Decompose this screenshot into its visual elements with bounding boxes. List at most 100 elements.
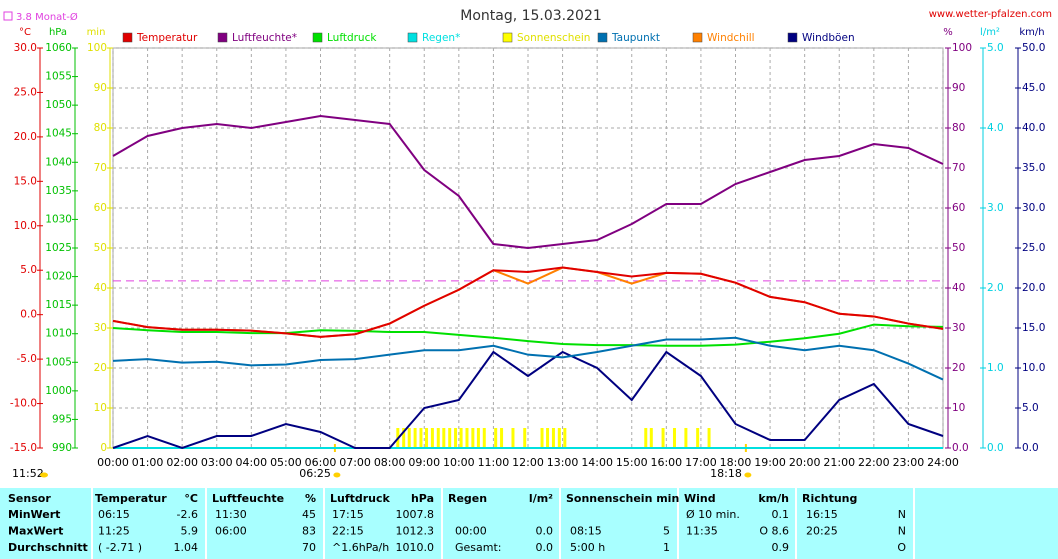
x-tick-label: 05:00 [270, 456, 302, 469]
sunshine-bar [425, 428, 429, 448]
table-cell: 17:15 [332, 508, 364, 521]
x-tick-label: 08:00 [374, 456, 406, 469]
table-header: Luftdruck [330, 492, 391, 505]
legend-swatch [407, 32, 418, 43]
table-cell: 5:00 h [570, 541, 605, 554]
y-tick-label: 1000 [45, 385, 72, 397]
y-tick-label: 20 [94, 362, 107, 374]
table-cell: 0.0 [536, 541, 554, 554]
table-cell: 11:35 [686, 525, 718, 538]
x-tick-label: 23:00 [893, 456, 925, 469]
y-tick-label: 60 [94, 202, 107, 214]
y-tick-label: 1.0 [987, 362, 1004, 374]
table-cell: 20:25 [806, 525, 838, 538]
table-cell: N [898, 525, 906, 538]
sunshine-bar [551, 428, 555, 448]
table-cell: 0.9 [772, 541, 790, 554]
legend-swatch [692, 32, 703, 43]
y-tick-label: 40 [94, 282, 107, 294]
legend-swatch [597, 32, 608, 43]
y-tick-label: 0 [100, 442, 107, 454]
y-tick-label: 80 [952, 122, 965, 134]
y-tick-label: 100 [87, 42, 107, 54]
sunshine-bar [540, 428, 544, 448]
x-tick-label: 10:00 [443, 456, 475, 469]
y-tick-label: 100 [952, 42, 972, 54]
y-tick-label: 35.0 [1022, 162, 1045, 174]
y-tick-label: 10.0 [1022, 362, 1045, 374]
table-cell: 83 [302, 525, 316, 538]
y-tick-label: 25.0 [1022, 242, 1045, 254]
y-tick-label: 1030 [45, 213, 72, 225]
table-header: km/h [758, 492, 789, 505]
sunshine-bar [500, 428, 504, 448]
series-line [112, 336, 944, 381]
y-tick-label: 5.0 [987, 42, 1004, 54]
y-tick-label: 10 [94, 402, 107, 414]
sunshine-bar [661, 428, 665, 448]
table-cell: 08:15 [570, 525, 602, 538]
x-tick-label: 24:00 [927, 456, 959, 469]
x-tick-label: 06:00 [305, 456, 337, 469]
axis-unit: % [943, 27, 953, 38]
x-tick-label: 18:00 [720, 456, 752, 469]
sunshine-bar [563, 428, 567, 448]
y-tick-label: 70 [94, 162, 107, 174]
x-tick-label: 07:00 [339, 456, 371, 469]
y-tick-label: 90 [952, 82, 965, 94]
x-tick-label: 11:00 [478, 456, 510, 469]
y-tick-label: 50 [94, 242, 107, 254]
sunshine-bar [546, 428, 550, 448]
legend-swatch [312, 32, 323, 43]
y-tick-label: 0.0 [20, 309, 37, 321]
y-tick-label: 40.0 [1022, 122, 1045, 134]
sun-icon [744, 472, 752, 478]
y-tick-label: 60 [952, 202, 965, 214]
solar-noon: 11:52 [12, 467, 44, 480]
x-tick-label: 04:00 [235, 456, 267, 469]
y-tick-label: 1025 [45, 242, 72, 254]
table-cell: 1010.0 [396, 541, 435, 554]
table-cell: 16:15 [806, 508, 838, 521]
sun-icon [40, 472, 48, 478]
axis-unit: min [87, 27, 106, 38]
y-tick-label: 15.0 [14, 175, 37, 187]
series-line [112, 350, 944, 450]
series-line [112, 114, 944, 250]
sunshine-bar [402, 428, 406, 448]
sunshine-bar [459, 428, 463, 448]
y-tick-label: 20 [952, 362, 965, 374]
y-tick-label: 1010 [45, 328, 72, 340]
legend-label: Regen* [422, 32, 460, 44]
y-tick-label: 1005 [45, 356, 72, 368]
x-tick-label: 15:00 [616, 456, 648, 469]
y-tick-label: 5.0 [20, 264, 37, 276]
y-tick-label: 1015 [45, 299, 72, 311]
y-tick-label: 25.0 [14, 86, 37, 98]
table-cell: N [898, 508, 906, 521]
axis-unit: °C [19, 27, 31, 38]
x-tick-label: 14:00 [581, 456, 613, 469]
x-tick-label: 09:00 [408, 456, 440, 469]
sunshine-bar [465, 428, 469, 448]
table-cell: 5.9 [181, 525, 199, 538]
table-background [0, 488, 1058, 559]
y-tick-label: 4.0 [987, 122, 1004, 134]
table-cell: Gesamt: [455, 541, 502, 554]
sunshine-bar [672, 428, 676, 448]
legend-swatch [122, 32, 133, 43]
x-tick-label: 12:00 [512, 456, 544, 469]
y-tick-label: 0.0 [952, 442, 969, 454]
series-line [112, 266, 944, 338]
x-tick-label: 03:00 [201, 456, 233, 469]
sunshine-bar [494, 428, 498, 448]
table-header: % [305, 492, 316, 505]
table-cell: O [897, 541, 906, 554]
y-tick-label: 30.0 [14, 42, 37, 54]
x-tick-label: 16:00 [650, 456, 682, 469]
table-cell: MinWert [8, 508, 60, 521]
x-tick-label: 02:00 [166, 456, 198, 469]
table-cell: 1012.3 [396, 525, 435, 538]
axis-unit: l/m² [980, 27, 1000, 38]
table-header: l/m² [529, 492, 553, 505]
